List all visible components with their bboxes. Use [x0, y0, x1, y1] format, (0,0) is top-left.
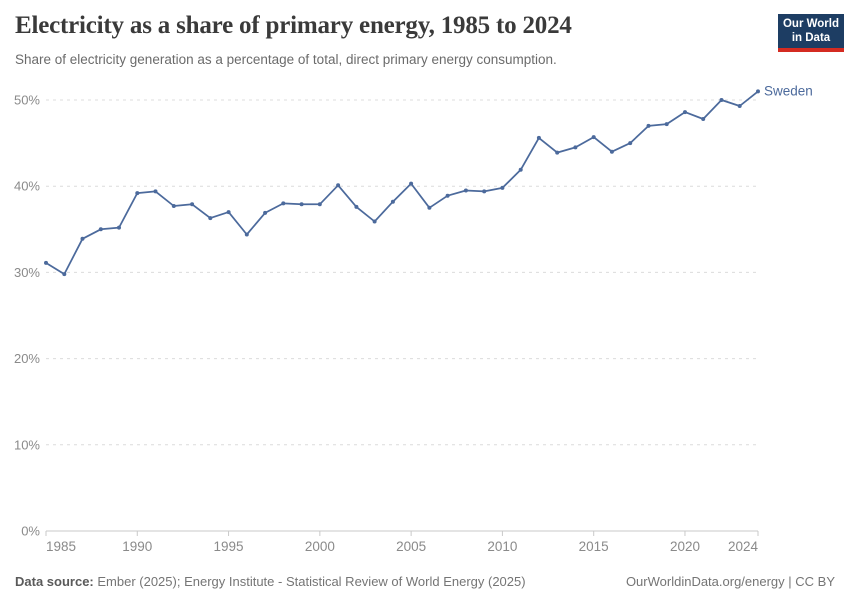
- data-point[interactable]: [281, 201, 286, 206]
- owid-logo[interactable]: Our World in Data: [778, 14, 844, 52]
- x-tick-label: 1985: [46, 539, 76, 554]
- x-tick-label: 2000: [305, 539, 335, 554]
- data-point[interactable]: [44, 260, 48, 265]
- data-point[interactable]: [573, 145, 578, 150]
- data-point[interactable]: [701, 117, 706, 121]
- data-point[interactable]: [427, 205, 432, 210]
- data-point[interactable]: [171, 204, 176, 208]
- x-tick-label: 2020: [670, 539, 700, 554]
- data-point[interactable]: [500, 185, 505, 190]
- x-tick-label: 1990: [122, 539, 152, 554]
- data-point[interactable]: [244, 232, 249, 237]
- credit-link[interactable]: OurWorldinData.org/energy | CC BY: [625, 574, 835, 589]
- data-point[interactable]: [463, 188, 468, 193]
- data-point[interactable]: [664, 122, 669, 127]
- data-point[interactable]: [683, 110, 687, 115]
- data-point[interactable]: [317, 202, 322, 207]
- data-point[interactable]: [299, 202, 304, 207]
- x-tick-label: 2015: [579, 539, 609, 554]
- y-tick-label: 20%: [14, 351, 40, 366]
- data-point[interactable]: [226, 210, 231, 215]
- chart-subtitle: Share of electricity generation as a per…: [15, 52, 557, 67]
- line-chart: 0% 10% 20% 30% 40% 50% 1985 1990 1995 2000 2005 201…: [14, 83, 813, 554]
- data-point[interactable]: [390, 199, 395, 204]
- page-title: Electricity as a share of primary energy…: [15, 12, 572, 39]
- data-source-label: Data source:: [15, 574, 94, 589]
- data-source: Data source: Ember (2025); Energy Instit…: [15, 574, 526, 589]
- data-point[interactable]: [591, 135, 596, 140]
- chart-footer: Data source: Ember (2025); Energy Instit…: [15, 574, 835, 589]
- y-tick-label: 0%: [21, 524, 40, 539]
- data-point[interactable]: [354, 204, 359, 209]
- x-tick-label: 1995: [214, 539, 244, 554]
- data-point[interactable]: [518, 167, 523, 172]
- owid-logo-line2: in Data: [791, 31, 831, 44]
- data-point[interactable]: [372, 219, 377, 224]
- data-point[interactable]: [646, 123, 651, 128]
- data-point[interactable]: [117, 225, 121, 230]
- data-point[interactable]: [153, 189, 158, 194]
- x-tick-label: 2010: [487, 539, 517, 554]
- data-point[interactable]: [98, 227, 103, 232]
- data-point[interactable]: [737, 104, 742, 108]
- data-point[interactable]: [555, 150, 560, 155]
- y-tick-label: 50%: [14, 93, 40, 108]
- x-tick-label: 2024: [728, 539, 759, 554]
- data-point[interactable]: [263, 210, 268, 215]
- data-point[interactable]: [756, 89, 760, 94]
- data-point[interactable]: [409, 181, 414, 186]
- data-point[interactable]: [135, 191, 140, 196]
- series-label[interactable]: Sweden: [764, 83, 813, 98]
- data-point[interactable]: [445, 193, 450, 198]
- data-point[interactable]: [628, 141, 633, 146]
- data-point[interactable]: [482, 189, 487, 194]
- data-point[interactable]: [536, 135, 541, 140]
- data-point[interactable]: [62, 272, 67, 277]
- data-point[interactable]: [719, 98, 724, 102]
- data-point[interactable]: [336, 183, 341, 188]
- y-tick-label: 40%: [14, 179, 40, 194]
- data-point[interactable]: [80, 236, 85, 241]
- owid-logo-line1: Our World: [782, 18, 839, 30]
- data-point[interactable]: [208, 216, 213, 221]
- data-point[interactable]: [609, 149, 614, 154]
- data-source-text: Ember (2025); Energy Institute - Statist…: [93, 574, 526, 589]
- data-point[interactable]: [190, 202, 195, 207]
- y-tick-label: 10%: [14, 437, 40, 452]
- series-line-sweden[interactable]: [45, 90, 759, 275]
- y-tick-label: 30%: [14, 265, 40, 280]
- x-tick-label: 2005: [396, 539, 426, 554]
